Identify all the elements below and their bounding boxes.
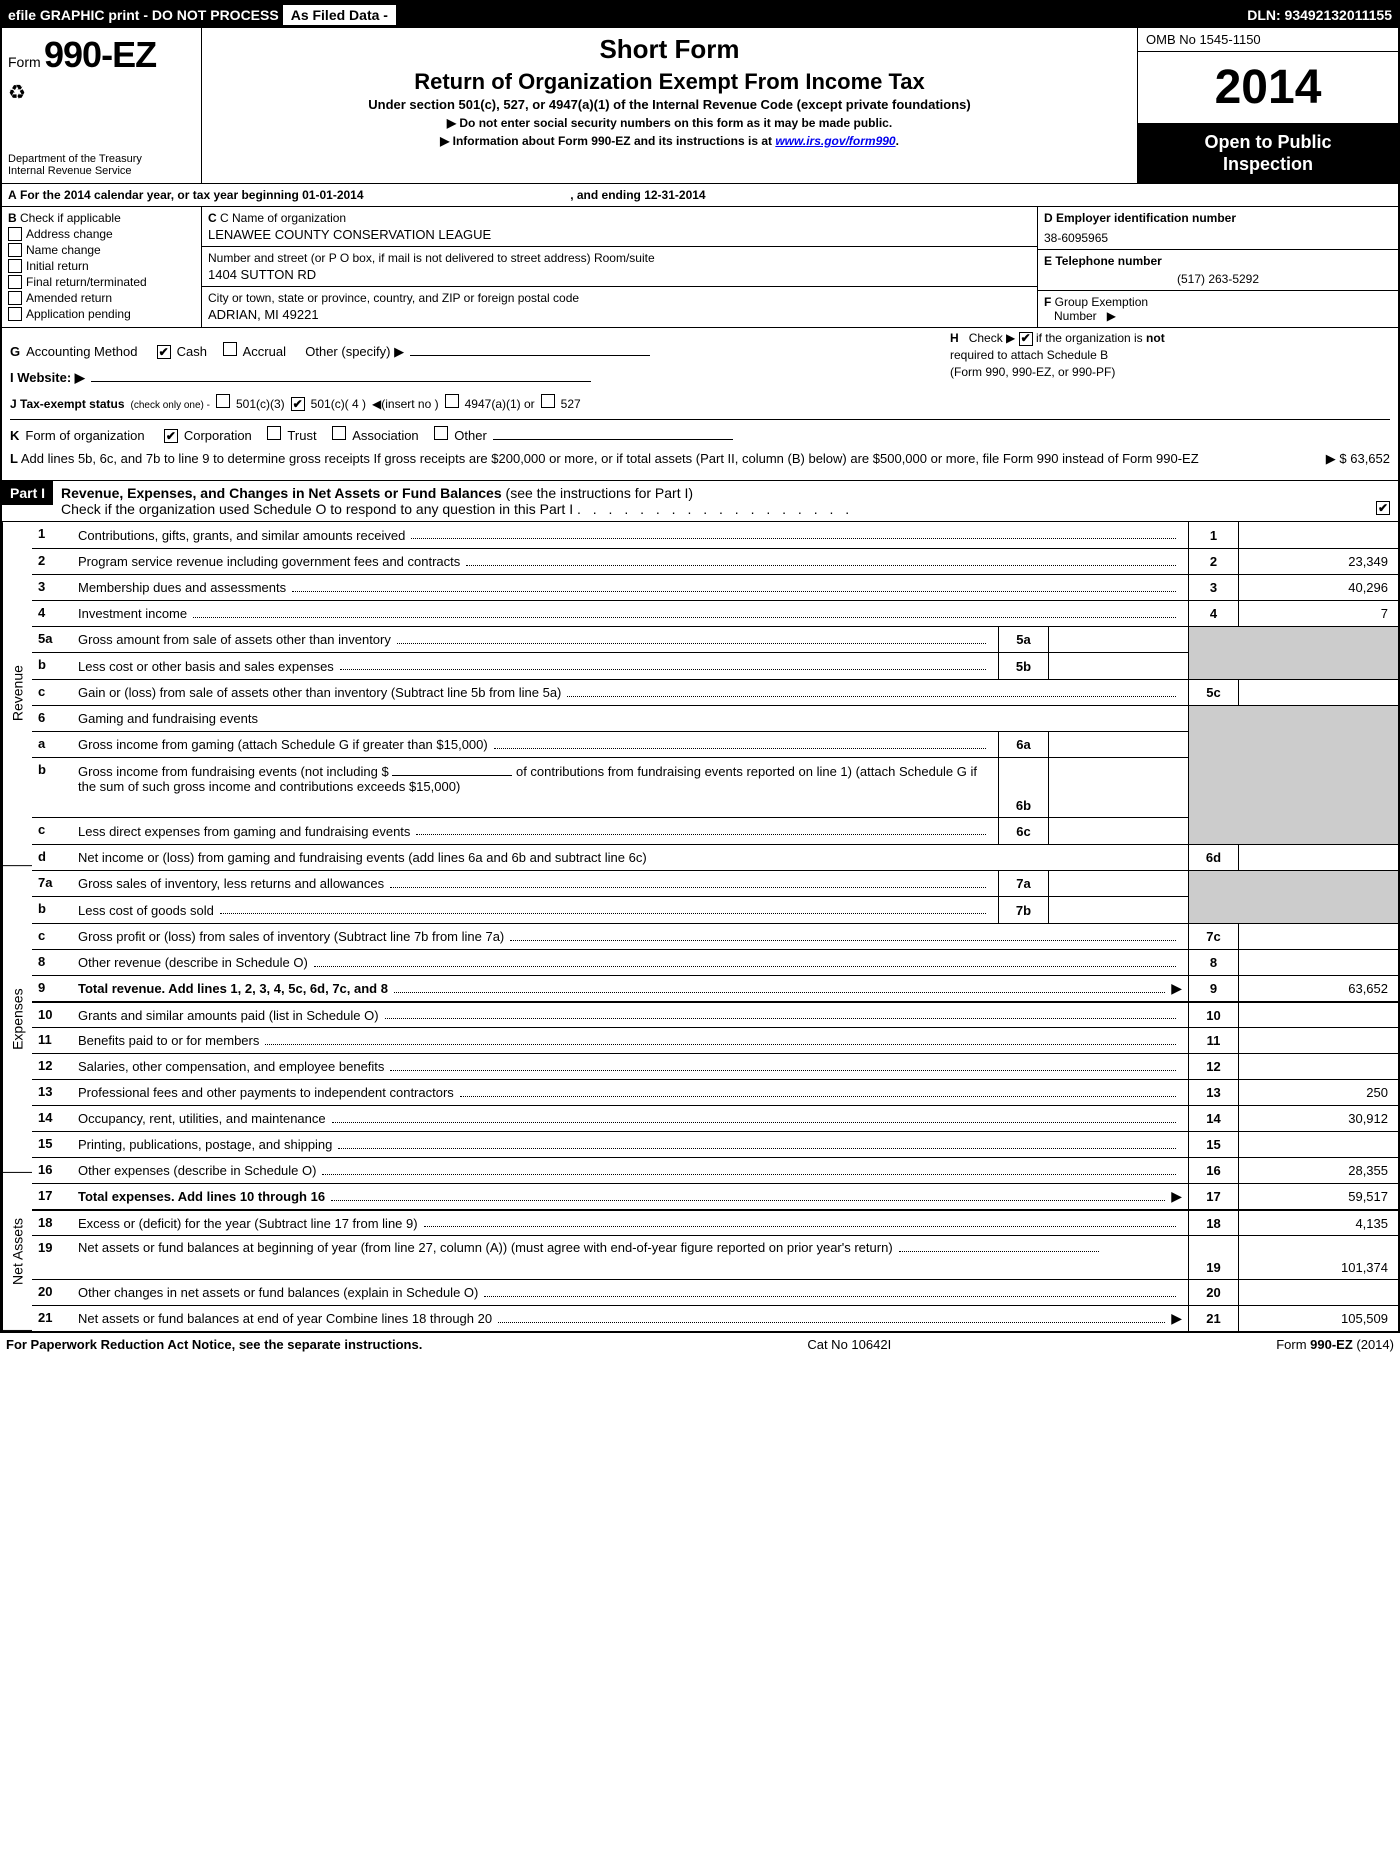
line-5c: c Gain or (loss) from sale of assets oth… xyxy=(32,679,1398,705)
shaded-7ab xyxy=(1188,871,1398,923)
name-change-checkbox[interactable] xyxy=(8,243,22,257)
header-row: Form 990-EZ ♻ Department of the Treasury… xyxy=(2,28,1398,184)
notice-1: ▶ Do not enter social security numbers o… xyxy=(214,116,1125,130)
header-right: OMB No 1545-1150 2014 Open to Public Ins… xyxy=(1138,28,1398,183)
shaded-5ab xyxy=(1188,627,1398,679)
gross-receipts-value: $ 63,652 xyxy=(1339,451,1390,466)
amended-return-checkbox[interactable] xyxy=(8,291,22,305)
header-center: Short Form Return of Organization Exempt… xyxy=(202,28,1138,183)
short-form-title: Short Form xyxy=(214,34,1125,65)
as-filed-badge: As Filed Data - xyxy=(283,5,396,25)
footer: For Paperwork Reduction Act Notice, see … xyxy=(0,1333,1400,1356)
line-k: K Form of organization ✔ Corporation Tru… xyxy=(10,419,1390,443)
line-l: L Add lines 5b, 6c, and 7b to line 9 to … xyxy=(10,451,1390,466)
corp-checkbox[interactable]: ✔ xyxy=(164,429,178,443)
form-container: efile GRAPHIC print - DO NOT PROCESS As … xyxy=(0,0,1400,1333)
line-6-group: 6 Gaming and fundraising events a Gross … xyxy=(32,705,1398,844)
address-change-checkbox[interactable] xyxy=(8,227,22,241)
527-checkbox[interactable] xyxy=(541,394,555,408)
street-address: 1404 SUTTON RD xyxy=(208,267,1031,282)
main-title: Return of Organization Exempt From Incom… xyxy=(214,69,1125,95)
part-1-header-row: Part I Revenue, Expenses, and Changes in… xyxy=(2,480,1398,521)
form-version: Form 990-EZ (2014) xyxy=(1276,1337,1394,1352)
final-return-checkbox[interactable] xyxy=(8,275,22,289)
line-1: 1 Contributions, gifts, grants, and simi… xyxy=(32,522,1398,548)
phone-value: (517) 263-5292 xyxy=(1044,272,1392,286)
form-number: 990-EZ xyxy=(44,34,156,75)
section-bcdef: B Check if applicable Address change Nam… xyxy=(2,207,1398,328)
form-prefix: Form xyxy=(8,54,41,70)
subtitle: Under section 501(c), 527, or 4947(a)(1)… xyxy=(214,97,1125,112)
cash-checkbox[interactable]: ✔ xyxy=(157,345,171,359)
line-3: 3 Membership dues and assessments 3 40,2… xyxy=(32,574,1398,600)
line-8: 8 Other revenue (describe in Schedule O)… xyxy=(32,949,1398,975)
line-6d: d Net income or (loss) from gaming and f… xyxy=(32,844,1398,870)
application-pending-checkbox[interactable] xyxy=(8,307,22,321)
notice-2: ▶ Information about Form 990-EZ and its … xyxy=(214,134,1125,148)
irs-text: Internal Revenue Service xyxy=(8,165,195,177)
column-def: D Employer identification number 38-6095… xyxy=(1038,207,1398,327)
revenue-label: Revenue xyxy=(2,522,32,866)
4947-checkbox[interactable] xyxy=(445,394,459,408)
efile-text: efile GRAPHIC print - DO NOT PROCESS xyxy=(8,7,279,23)
line-13: 13 Professional fees and other payments … xyxy=(32,1079,1398,1105)
lines-ghijkl: H Check ▶ ✔ if the organization is not r… xyxy=(2,328,1398,480)
line-15: 15 Printing, publications, postage, and … xyxy=(32,1131,1398,1157)
sched-o-checkbox[interactable]: ✔ xyxy=(1376,501,1390,515)
initial-return-checkbox[interactable] xyxy=(8,259,22,273)
part-1-badge: Part I xyxy=(2,481,53,505)
h-checkbox[interactable]: ✔ xyxy=(1019,332,1033,346)
irs-gov-link[interactable]: www.irs.gov/form990 xyxy=(775,134,895,148)
assoc-checkbox[interactable] xyxy=(332,426,346,440)
line-5-group: 5a Gross amount from sale of assets othe… xyxy=(32,626,1398,679)
shaded-6abc xyxy=(1188,706,1398,844)
netassets-label: Net Assets xyxy=(2,1173,32,1331)
line-4: 4 Investment income 4 7 xyxy=(32,600,1398,626)
trust-checkbox[interactable] xyxy=(267,426,281,440)
ein-value: 38-6095965 xyxy=(1044,231,1392,245)
org-name: LENAWEE COUNTY CONSERVATION LEAGUE xyxy=(208,227,1031,242)
other-specify-blank[interactable] xyxy=(410,342,650,356)
header-left: Form 990-EZ ♻ Department of the Treasury… xyxy=(2,28,202,183)
line-12: 12 Salaries, other compensation, and emp… xyxy=(32,1053,1398,1079)
inspection-box: Open to Public Inspection xyxy=(1138,124,1398,183)
main-table: Revenue Expenses Net Assets 1 Contributi… xyxy=(2,521,1398,1331)
year-box: 2014 xyxy=(1138,52,1398,124)
line-11: 11 Benefits paid to or for members 11 xyxy=(32,1027,1398,1053)
line-9: 9 Total revenue. Add lines 1, 2, 3, 4, 5… xyxy=(32,975,1398,1001)
line-14: 14 Occupancy, rent, utilities, and maint… xyxy=(32,1105,1398,1131)
cat-no: Cat No 10642I xyxy=(807,1337,891,1352)
dln-text: DLN: 93492132011155 xyxy=(1247,7,1392,23)
line-17: 17 Total expenses. Add lines 10 through … xyxy=(32,1183,1398,1209)
line-2: 2 Program service revenue including gove… xyxy=(32,548,1398,574)
line-10: 10 Grants and similar amounts paid (list… xyxy=(32,1001,1398,1027)
line-20: 20 Other changes in net assets or fund b… xyxy=(32,1279,1398,1305)
line-21: 21 Net assets or fund balances at end of… xyxy=(32,1305,1398,1331)
line-7c: c Gross profit or (loss) from sales of i… xyxy=(32,923,1398,949)
line-j: J Tax-exempt status (check only one) - 5… xyxy=(10,394,1390,411)
accrual-checkbox[interactable] xyxy=(223,342,237,356)
expenses-label: Expenses xyxy=(2,866,32,1173)
other-checkbox[interactable] xyxy=(434,426,448,440)
vertical-labels: Revenue Expenses Net Assets xyxy=(2,522,32,1331)
line-19: 19 Net assets or fund balances at beginn… xyxy=(32,1235,1398,1279)
column-c: C C Name of organization LENAWEE COUNTY … xyxy=(202,207,1038,327)
website-blank[interactable] xyxy=(91,368,591,382)
paperwork-notice: For Paperwork Reduction Act Notice, see … xyxy=(6,1337,422,1352)
column-b: B Check if applicable Address change Nam… xyxy=(2,207,202,327)
recycle-icon: ♻ xyxy=(8,80,195,105)
line-h: H Check ▶ ✔ if the organization is not r… xyxy=(950,330,1390,380)
501c3-checkbox[interactable] xyxy=(216,394,230,408)
line-16: 16 Other expenses (describe in Schedule … xyxy=(32,1157,1398,1183)
line-a: A For the 2014 calendar year, or tax yea… xyxy=(2,184,1398,207)
501c-checkbox[interactable]: ✔ xyxy=(291,397,305,411)
lines-area: 1 Contributions, gifts, grants, and simi… xyxy=(32,522,1398,1331)
line-7-group: 7a Gross sales of inventory, less return… xyxy=(32,870,1398,923)
line-18: 18 Excess or (deficit) for the year (Sub… xyxy=(32,1209,1398,1235)
omb-box: OMB No 1545-1150 xyxy=(1138,28,1398,52)
dept-text: Department of the Treasury xyxy=(8,153,195,165)
top-bar: efile GRAPHIC print - DO NOT PROCESS As … xyxy=(2,2,1398,28)
city-state-zip: ADRIAN, MI 49221 xyxy=(208,307,1031,322)
